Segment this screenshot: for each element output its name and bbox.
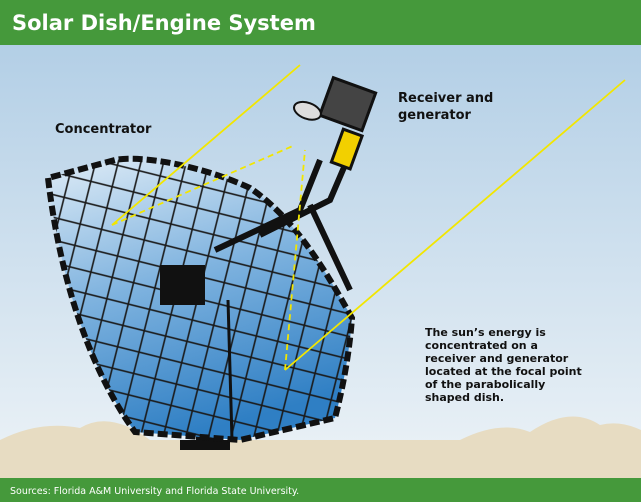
description-line: The sun’s energy is bbox=[425, 326, 546, 339]
concentrator-label: Concentrator bbox=[55, 122, 152, 137]
description-line: located at the focal point bbox=[425, 365, 582, 378]
receiver-label: Receiver and bbox=[398, 91, 493, 106]
source: Sources: Florida A&M University and Flor… bbox=[10, 486, 299, 497]
description-line: receiver and generator bbox=[425, 352, 569, 365]
description-line: shaped dish. bbox=[425, 391, 504, 404]
description-line: of the parabolically bbox=[425, 378, 545, 391]
title: Solar Dish/Engine System bbox=[12, 11, 316, 35]
description-line: concentrated on a bbox=[425, 339, 538, 352]
page: Solar Dish/Engine System Concentrator Re… bbox=[0, 0, 641, 502]
engine-box bbox=[160, 265, 205, 305]
receiver-label: generator bbox=[398, 108, 472, 123]
